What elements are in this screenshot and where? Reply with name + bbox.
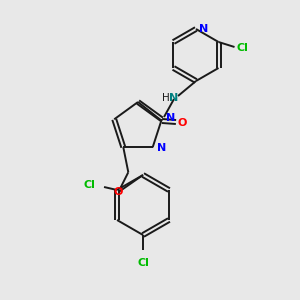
Text: N: N xyxy=(166,113,175,123)
Text: N: N xyxy=(157,143,166,153)
Text: N: N xyxy=(199,24,208,34)
Text: Cl: Cl xyxy=(137,258,149,268)
Text: Cl: Cl xyxy=(83,180,95,190)
Text: H: H xyxy=(162,93,170,103)
Text: N: N xyxy=(169,93,178,103)
Text: O: O xyxy=(114,187,123,197)
Text: Cl: Cl xyxy=(236,43,248,53)
Text: O: O xyxy=(177,118,187,128)
